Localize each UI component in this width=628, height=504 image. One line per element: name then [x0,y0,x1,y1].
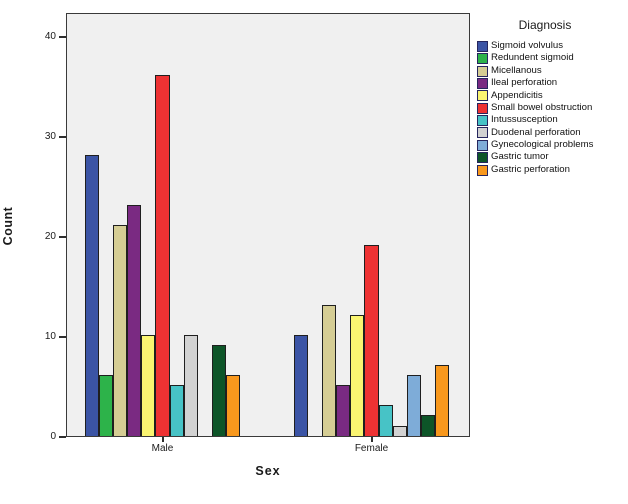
legend-item-label: Gastric tumor [491,151,549,163]
y-tick-label: 40 [44,30,56,42]
bar-slot [406,13,421,436]
bar-slot [169,13,184,436]
legend-item: Gastric perforation [477,163,627,176]
y-tick-label: 30 [44,130,56,142]
y-tick-label: 0 [50,431,56,442]
y-tick-mark [59,436,66,438]
legend-item: Micellanous [477,64,627,77]
bar-slot [420,13,435,436]
bar-slot [434,13,450,436]
legend-item: Sigmoid volvulus [477,41,627,52]
bar-gastric-tumor [211,345,226,436]
legend-item-label: Intussusception [491,114,558,126]
bar-slot [294,13,309,436]
y-tick-mark [59,335,66,338]
bar-slot [225,13,241,436]
x-category-label: Male [151,443,174,454]
bar-sigmoid-volvulus [85,155,100,436]
legend-color-swatch [477,139,488,151]
legend-item-label: Ileal perforation [491,77,558,89]
bar-slot [308,13,322,436]
bar-slot [127,13,142,436]
legend-item-label: Gynecological problems [491,139,594,151]
bar-redundent-sigmoid [99,375,114,436]
legend-color-swatch [477,152,488,164]
bar-gastric-perforation [434,365,450,436]
legend-color-swatch [477,127,488,139]
bar-small-bowel-obstruction [364,245,379,436]
legend-color-swatch [477,102,488,114]
legend-item: Intussusception [477,114,627,127]
bar-ileal-perforation [336,385,351,436]
legend-color-swatch [477,53,488,65]
bar-slot [198,13,212,436]
bar-slot [99,13,114,436]
legend-item: Ileal perforation [477,78,627,89]
bar-gastric-perforation [225,375,241,436]
bar-slot [378,13,393,436]
bar-slot [183,13,198,436]
x-tick-mark [370,437,373,442]
legend-color-swatch [477,164,488,176]
y-axis-title: Count [1,206,15,246]
legend-color-swatch [477,90,488,102]
y-tick-mark [59,235,66,238]
y-tick-label: 20 [44,230,56,242]
y-tick-label: 10 [44,330,56,342]
bar-slot [141,13,156,436]
legend-item: Gynecological problems [477,140,627,151]
bar-micellanous [113,225,128,436]
bar-gastric-tumor [420,415,435,436]
legend-item-label: Small bowel obstruction [491,101,593,113]
bar-group-male [85,13,241,436]
bar-sigmoid-volvulus [294,335,309,436]
bar-appendicitis [141,335,156,436]
legend-color-swatch [477,40,488,52]
bar-appendicitis [350,315,365,436]
bar-intussusception [378,405,393,436]
bar-slot [392,13,407,436]
legend-item-label: Redundent sigmoid [491,52,574,64]
legend-color-swatch [477,115,488,127]
legend-item: Duodenal perforation [477,126,627,139]
bar-duodenal-perforation [392,425,407,436]
legend-item: Redundent sigmoid [477,52,627,65]
bar-group-female [294,13,450,436]
legend: Diagnosis Sigmoid volvulus Redundent sigm… [477,18,627,176]
legend-item-label: Gastric perforation [491,163,570,175]
bar-slot [350,13,365,436]
bar-slot [113,13,128,436]
legend-items: Sigmoid volvulus Redundent sigmoid Micella… [477,41,627,176]
legend-item: Appendicitis [477,89,627,102]
x-axis-title: Sex [255,464,281,478]
bar-gynecological-problems [406,375,421,436]
legend-color-swatch [477,65,488,77]
legend-item-label: Appendicitis [491,89,543,101]
bar-slot [336,13,351,436]
bar-slot [85,13,100,436]
x-tick-mark [161,437,164,442]
bar-duodenal-perforation [183,335,198,436]
x-category-label: Female [354,443,389,454]
bar-slot [211,13,226,436]
legend-color-swatch [477,77,488,89]
bar-slot [322,13,337,436]
legend-item-label: Sigmoid volvulus [491,40,563,52]
legend-item-label: Micellanous [491,64,542,76]
legend-item: Gastric tumor [477,151,627,164]
bar-slot [364,13,379,436]
bar-small-bowel-obstruction [155,75,170,436]
bar-micellanous [322,305,337,436]
legend-item-label: Duodenal perforation [491,126,581,138]
legend-item: Small bowel obstruction [477,101,627,114]
y-tick-mark [59,135,66,138]
bar-ileal-perforation [127,205,142,436]
bar-slot [155,13,170,436]
bar-intussusception [169,385,184,436]
y-tick-mark [59,35,66,38]
legend-title: Diagnosis [518,18,572,32]
